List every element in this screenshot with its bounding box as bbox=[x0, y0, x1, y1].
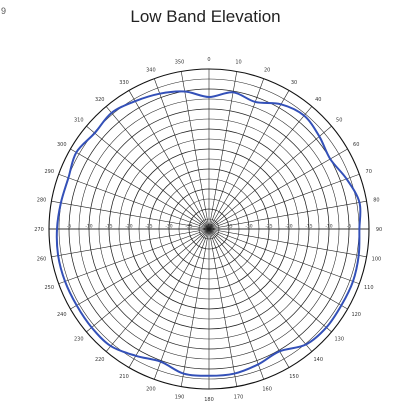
angle-tick-label: 200 bbox=[146, 387, 156, 393]
radial-ring-labels: -5 -5 -10 -10 -15 -15 -20 -20 -25 -25 -30 -30 -35 -35… bbox=[67, 224, 352, 230]
angle-tick-label: 40 bbox=[315, 97, 321, 103]
radial-ring-label: -20 bbox=[285, 224, 292, 230]
angular-tick-labels: 0 10 20 30 40 50 60 70 80 90 100 110 120 130 140 150 160… bbox=[34, 57, 382, 403]
angle-tick-label: 50 bbox=[336, 118, 342, 124]
radial-ring-label: -10 bbox=[325, 224, 332, 230]
grid-spoke bbox=[208, 228, 348, 310]
grid-spoke bbox=[208, 228, 332, 333]
grid-spoke bbox=[208, 228, 238, 387]
radial-ring-label: -20 bbox=[125, 224, 132, 230]
angle-tick-label: 130 bbox=[334, 336, 344, 342]
grid-spoke bbox=[128, 228, 210, 368]
angle-tick-label: 250 bbox=[44, 285, 54, 291]
chart-title: Low Band Elevation bbox=[130, 7, 281, 26]
angle-tick-label: 140 bbox=[314, 357, 324, 363]
angle-tick-label: 20 bbox=[264, 67, 270, 73]
angle-tick-label: 300 bbox=[57, 142, 67, 148]
series-line bbox=[55, 90, 362, 377]
angle-tick-label: 0 bbox=[207, 57, 210, 63]
grid-spoke bbox=[208, 106, 313, 230]
grid-spoke bbox=[153, 78, 210, 230]
grid-spoke bbox=[180, 228, 210, 387]
grid-spoke bbox=[58, 228, 210, 285]
grid-spoke bbox=[51, 228, 210, 258]
radial-ring-label: -25 bbox=[145, 224, 152, 230]
angle-tick-label: 150 bbox=[289, 374, 299, 380]
corner-mark: 9 bbox=[1, 6, 7, 16]
radial-ring-label: -5 bbox=[347, 224, 352, 230]
radial-ring-label: -5 bbox=[67, 224, 72, 230]
grid-spoke bbox=[128, 90, 210, 230]
grid-spoke bbox=[208, 90, 290, 230]
angle-tick-label: 320 bbox=[95, 97, 105, 103]
angle-tick-label: 10 bbox=[235, 60, 241, 66]
grid-spoke bbox=[208, 148, 348, 230]
radial-ring-label: -30 bbox=[245, 224, 252, 230]
grid-spoke bbox=[51, 200, 210, 230]
grid-spoke bbox=[208, 125, 332, 230]
grid-spoke bbox=[208, 228, 313, 352]
radial-ring-label: -35 bbox=[225, 224, 232, 230]
angle-tick-label: 330 bbox=[119, 80, 129, 86]
series-layer bbox=[55, 90, 362, 377]
grid-spoke bbox=[58, 173, 210, 230]
angle-tick-label: 60 bbox=[353, 142, 359, 148]
angle-tick-label: 340 bbox=[146, 67, 156, 73]
angle-tick-label: 120 bbox=[351, 312, 361, 318]
radial-ring-label: -35 bbox=[185, 224, 192, 230]
radial-ring-label: -25 bbox=[265, 224, 272, 230]
angle-tick-label: 270 bbox=[34, 227, 44, 233]
radial-ring-label: -15 bbox=[305, 224, 312, 230]
angle-tick-label: 220 bbox=[95, 357, 105, 363]
grid-spoke bbox=[86, 228, 210, 333]
angle-tick-label: 80 bbox=[373, 197, 379, 203]
grid-spoke bbox=[208, 228, 367, 258]
radial-ring-label: -40 bbox=[205, 224, 212, 230]
grid-spoke bbox=[208, 200, 367, 230]
grid-spoke bbox=[153, 228, 210, 380]
radial-ring-label: -30 bbox=[165, 224, 172, 230]
angle-tick-label: 160 bbox=[262, 387, 272, 393]
grid-spoke bbox=[208, 71, 238, 230]
angle-tick-label: 290 bbox=[44, 169, 54, 175]
grid-spoke bbox=[208, 228, 290, 368]
angle-tick-label: 170 bbox=[234, 394, 244, 400]
grid-spoke bbox=[208, 78, 265, 230]
angle-tick-label: 110 bbox=[364, 285, 374, 291]
grid-spoke bbox=[70, 148, 210, 230]
angle-tick-label: 100 bbox=[372, 257, 382, 263]
grid-spoke bbox=[208, 173, 360, 230]
radial-ring-label: -10 bbox=[85, 224, 92, 230]
grid-spoke bbox=[105, 228, 210, 352]
grid-spoke bbox=[105, 106, 210, 230]
angle-tick-label: 90 bbox=[376, 227, 382, 233]
angle-tick-label: 280 bbox=[37, 197, 47, 203]
grid-spoke bbox=[86, 125, 210, 230]
grid-spoke bbox=[70, 228, 210, 310]
grid-spoke bbox=[208, 228, 265, 380]
angle-tick-label: 30 bbox=[291, 80, 297, 86]
angle-tick-label: 310 bbox=[74, 118, 84, 124]
polar-grid bbox=[48, 68, 370, 390]
grid-spoke bbox=[208, 228, 360, 285]
grid-spoke bbox=[180, 71, 210, 230]
angle-tick-label: 210 bbox=[119, 374, 129, 380]
angle-tick-label: 260 bbox=[37, 257, 47, 263]
angle-tick-label: 180 bbox=[204, 397, 214, 403]
radial-ring-label: -40 bbox=[205, 224, 212, 230]
angle-tick-label: 240 bbox=[57, 312, 67, 318]
angle-tick-label: 350 bbox=[175, 60, 185, 66]
radial-ring-label: -15 bbox=[105, 224, 112, 230]
angle-tick-label: 190 bbox=[175, 394, 185, 400]
angle-tick-label: 70 bbox=[366, 169, 372, 175]
angle-tick-label: 230 bbox=[74, 336, 84, 342]
